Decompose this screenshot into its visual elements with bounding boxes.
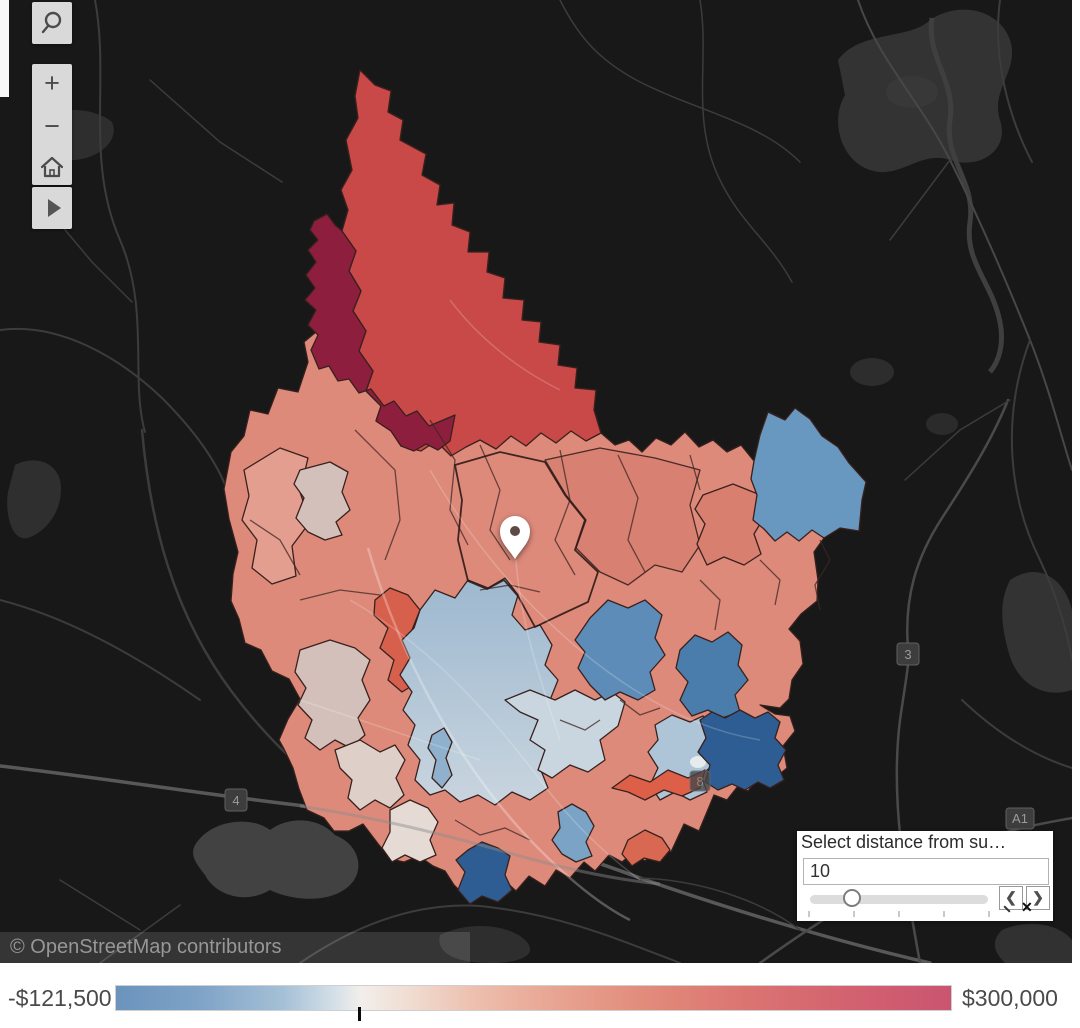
pin-district-border (453, 451, 600, 629)
zoom-in-button[interactable]: + (44, 68, 60, 98)
map-attribution: © OpenStreetMap contributors (0, 932, 470, 963)
map-region[interactable] (621, 829, 671, 867)
map-region-crimson[interactable] (304, 213, 456, 452)
parameter-title: Select distance from su… (801, 832, 1007, 852)
map-region[interactable] (381, 799, 439, 863)
parameter-panel: Select distance from su… ❮ ❯ ✕ (797, 831, 1053, 921)
map-region-navy-east[interactable] (697, 709, 787, 791)
map-region-highlight (690, 756, 706, 768)
map-region[interactable] (551, 803, 595, 863)
map-region[interactable] (241, 447, 311, 585)
color-legend: -$121,500 $300,000 (0, 963, 1080, 1028)
highway-overlay (299, 804, 661, 886)
slider-tick (943, 911, 945, 917)
search-icon (41, 11, 62, 34)
road-shields: 4 3 A1 8 (224, 642, 1035, 830)
map-region-ne-blue[interactable] (750, 407, 867, 542)
parameter-slider-handle[interactable] (843, 889, 861, 907)
home-icon (40, 156, 64, 178)
road-shield: A1 (1005, 807, 1035, 830)
basemap-pond (193, 820, 359, 899)
road-shield: 3 (896, 642, 920, 666)
pin-hole (510, 526, 520, 536)
road-shield: 8 (689, 770, 711, 792)
map-search-button[interactable] (32, 2, 72, 44)
legend-max-label: $300,000 (962, 985, 1058, 1011)
left-margin (0, 0, 9, 97)
parameter-slider-track[interactable] (810, 895, 988, 904)
map-region[interactable] (675, 631, 749, 719)
map-region[interactable] (427, 727, 453, 789)
shield-label: 3 (904, 647, 911, 662)
map-region-navy-south[interactable] (455, 841, 513, 905)
home-button[interactable] (39, 155, 65, 179)
location-pin[interactable] (500, 516, 530, 559)
map-zoom-toolbar: + − (32, 64, 72, 185)
basemap-svg: 4 3 A1 8 (0, 0, 1074, 963)
map-region[interactable] (694, 483, 767, 566)
increment-button[interactable]: ❯ (1026, 886, 1050, 910)
zoom-out-button[interactable]: − (44, 110, 60, 141)
choropleth-regions[interactable] (223, 69, 867, 922)
inner-roads (299, 299, 761, 922)
play-icon (47, 199, 61, 217)
shield-label: 4 (232, 793, 239, 808)
road-shield: 4 (224, 788, 248, 812)
map-region[interactable] (293, 461, 351, 541)
right-margin (1072, 0, 1080, 963)
mouse-cursor-icon: ✕ (1021, 899, 1033, 915)
legend-min-label: -$121,500 (8, 985, 112, 1011)
slider-tick (853, 911, 855, 917)
map-region[interactable] (334, 739, 406, 811)
slider-tick (988, 911, 990, 917)
shield-label: A1 (1012, 811, 1028, 826)
slider-tick (898, 911, 900, 917)
basemap-river (928, 17, 1005, 374)
parameter-input[interactable] (803, 858, 1049, 885)
map-canvas[interactable]: 4 3 A1 8 © O (0, 0, 1080, 963)
basemap-patches (7, 9, 1072, 963)
toolbar-expand-button[interactable] (32, 187, 72, 229)
legend-zero-tick (358, 1007, 361, 1021)
decrement-button[interactable]: ❮ (999, 886, 1023, 910)
map-region[interactable] (294, 639, 371, 751)
shield-label: 8 (696, 774, 703, 789)
map-region[interactable] (574, 599, 666, 701)
map-region[interactable] (504, 689, 626, 779)
legend-gradient-bar[interactable] (115, 985, 952, 1011)
slider-tick (808, 911, 810, 917)
